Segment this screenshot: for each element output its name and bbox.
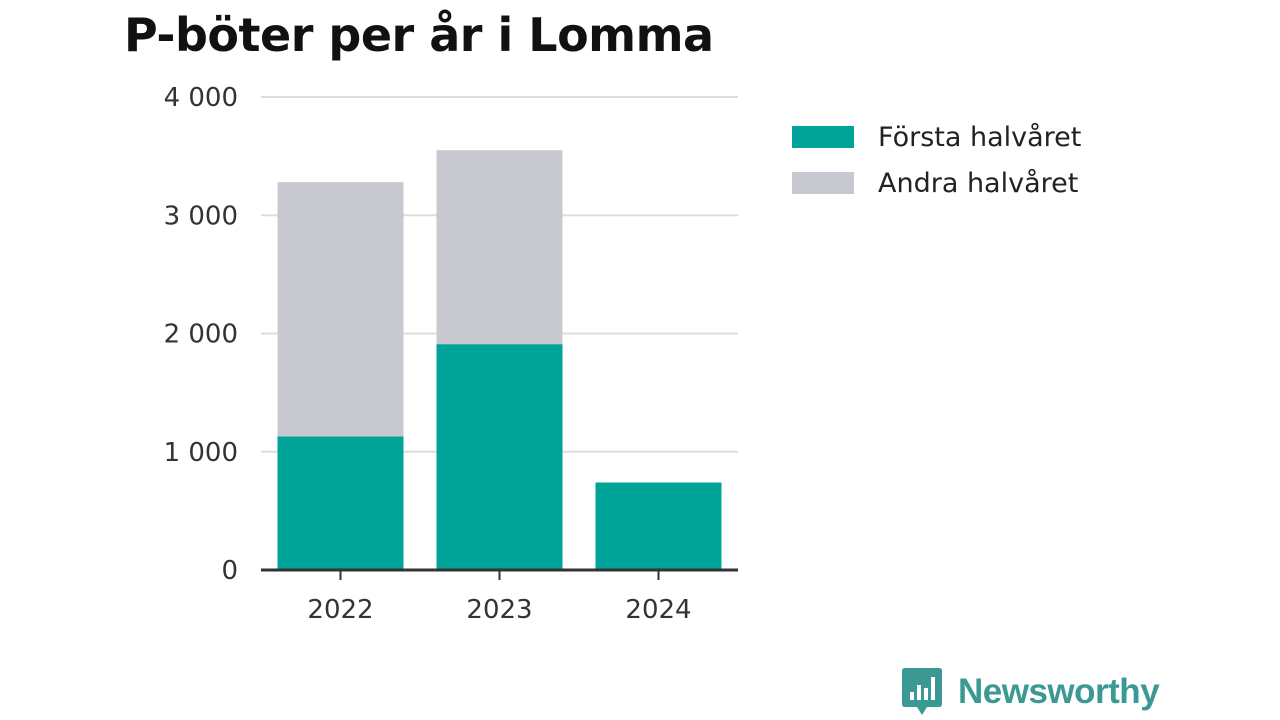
brand-logo: Newsworthy: [902, 668, 1160, 716]
x-tick-label: 2022: [307, 595, 373, 625]
legend-label-second-half: Andra halvåret: [878, 167, 1079, 199]
legend-swatch-second-half: [792, 172, 854, 194]
brand-name: Newsworthy: [958, 672, 1160, 711]
newsworthy-logo-icon: [902, 668, 942, 715]
x-tick-label: 2024: [625, 595, 691, 625]
y-tick-label: 4 000: [164, 83, 238, 113]
legend: Första halvåret Andra halvåret: [792, 114, 1081, 206]
legend-item-first-half: Första halvåret: [792, 114, 1081, 160]
legend-item-second-half: Andra halvåret: [792, 160, 1081, 206]
bar-2022-series-0: [277, 436, 404, 570]
axes: 0 1 000 2 000 3 000 4 000 2022 2023 2024: [164, 83, 738, 625]
legend-label-first-half: Första halvåret: [878, 121, 1082, 153]
chart-title: P-böter per år i Lomma: [124, 8, 714, 62]
bars: [277, 150, 722, 570]
bar-2023-series-1: [436, 150, 563, 345]
bar-2023-series-0: [436, 344, 563, 570]
y-tick-label: 3 000: [164, 201, 238, 231]
bar-2022-series-1: [277, 182, 404, 437]
legend-swatch-first-half: [792, 126, 854, 148]
y-tick-label: 2 000: [164, 320, 238, 350]
x-tick-label: 2023: [466, 595, 532, 625]
y-tick-label: 0: [221, 556, 238, 586]
y-tick-label: 1 000: [164, 438, 238, 468]
bar-2024-series-0: [595, 482, 722, 570]
